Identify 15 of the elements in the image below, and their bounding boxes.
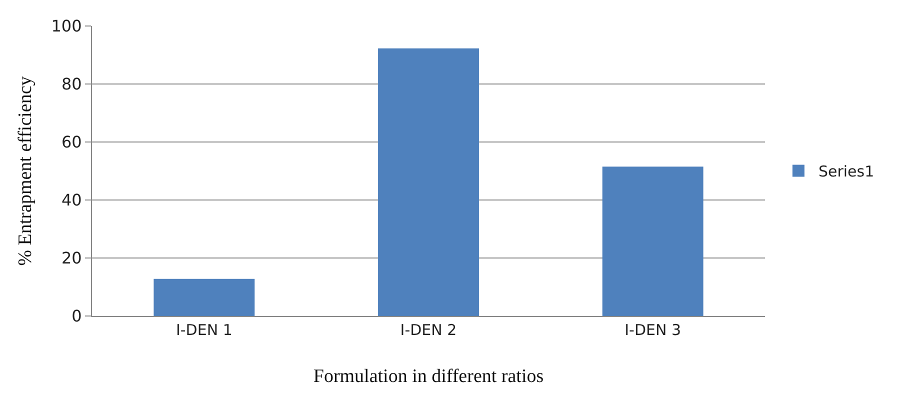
y-tick-label: 60 bbox=[61, 132, 82, 152]
y-tick-label: 80 bbox=[61, 74, 82, 94]
x-axis-title: Formulation in different ratios bbox=[313, 366, 544, 387]
y-tick-label: 0 bbox=[72, 306, 82, 326]
bar bbox=[602, 166, 704, 316]
y-axis-title: % Entrapment efficiency bbox=[15, 76, 36, 266]
x-tick-label: I-DEN 2 bbox=[400, 321, 457, 339]
bar bbox=[154, 278, 255, 316]
x-tick-label: I-DEN 1 bbox=[176, 321, 232, 339]
bar bbox=[378, 48, 479, 316]
y-tick-label: 40 bbox=[61, 190, 82, 210]
legend-label: Series1 bbox=[818, 162, 874, 181]
y-tick-label: 20 bbox=[61, 248, 82, 268]
y-tick-label: 100 bbox=[51, 16, 82, 36]
x-tick-label: I-DEN 3 bbox=[624, 321, 682, 339]
